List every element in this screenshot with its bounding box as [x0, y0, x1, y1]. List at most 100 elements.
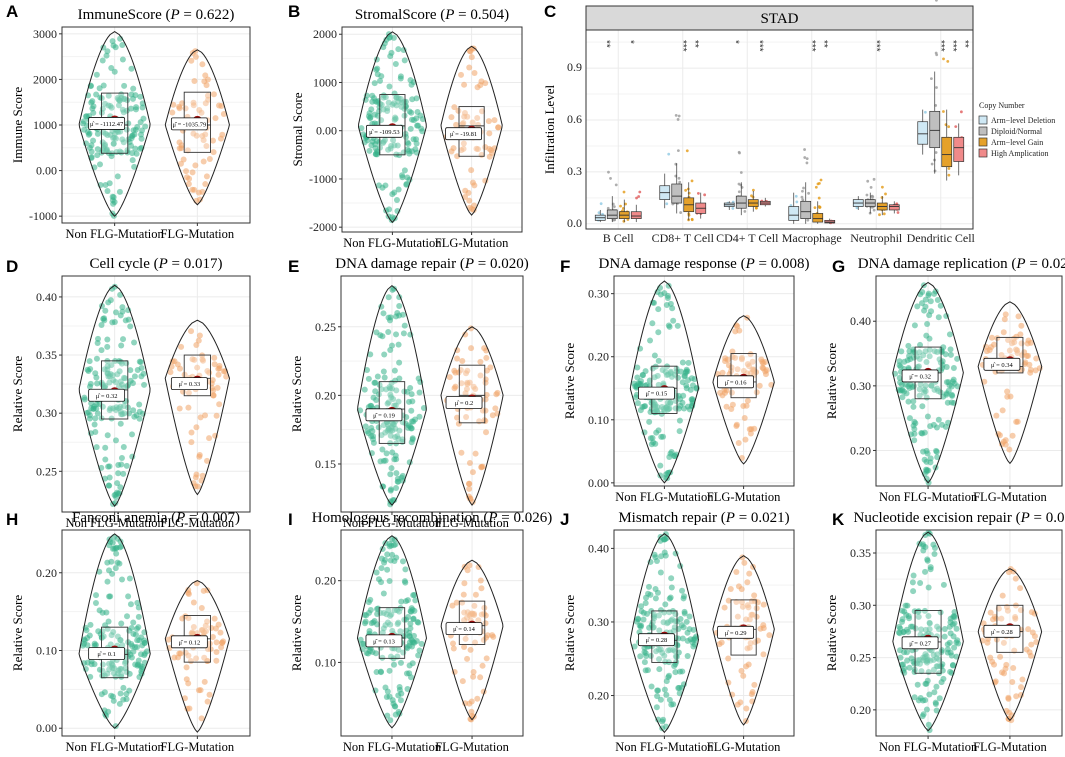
mean-label: μ̂ = -1035.79	[173, 121, 207, 128]
data-point	[655, 306, 662, 313]
data-point	[460, 591, 467, 598]
box	[606, 209, 618, 219]
data-point	[214, 384, 221, 391]
data-point	[179, 100, 186, 107]
data-point	[925, 721, 932, 728]
data-point	[642, 368, 649, 375]
data-point	[382, 457, 389, 464]
data-point	[176, 105, 183, 112]
y-tick-label: 0.20	[588, 350, 609, 364]
data-point	[872, 208, 876, 212]
violin-non-flg	[629, 280, 699, 484]
data-point	[951, 644, 958, 651]
panel-title: Cell cycle (P = 0.017)	[89, 256, 222, 272]
data-point	[475, 564, 482, 571]
data-point	[404, 597, 411, 604]
data-point	[923, 332, 930, 339]
data-point	[370, 436, 377, 443]
data-point	[459, 678, 466, 685]
data-point	[110, 200, 117, 207]
data-point	[926, 727, 933, 734]
panel-B: μ̂ = -109.53 Non FLG-Mutation μ̂ = -19.81 F…	[288, 2, 523, 250]
box	[800, 200, 812, 219]
data-point	[107, 593, 114, 600]
data-point	[113, 550, 120, 557]
data-point	[677, 176, 681, 180]
x-tick-label: FLG-Mutation	[435, 740, 509, 754]
data-point	[384, 566, 391, 573]
data-point	[916, 386, 923, 393]
data-point	[760, 360, 767, 367]
data-point	[470, 673, 477, 680]
data-point	[622, 190, 626, 194]
data-point	[1025, 626, 1032, 633]
data-point	[387, 53, 394, 60]
panel-H: μ̂ = 0.1 Non FLG-Mutation μ̂ = 0.12 FLG-Mut…	[6, 510, 251, 754]
y-tick-label: 0.30	[588, 287, 609, 301]
box	[888, 204, 900, 211]
data-point	[470, 383, 477, 390]
data-point	[206, 691, 213, 698]
data-point	[94, 146, 101, 153]
mean-label: μ̂ = 0.16	[725, 379, 748, 386]
data-point	[614, 183, 618, 187]
data-point	[113, 309, 120, 316]
legend-label: Diploid/Normal	[991, 127, 1043, 136]
data-point	[679, 668, 686, 675]
data-point	[110, 42, 117, 49]
data-point	[747, 430, 754, 437]
mean-label: μ̂ = 0.28	[991, 629, 1013, 636]
mean-label-box	[170, 117, 208, 131]
data-point	[650, 439, 657, 446]
data-point	[378, 565, 385, 572]
data-point	[653, 429, 660, 436]
data-point	[487, 364, 494, 371]
data-point	[379, 184, 386, 191]
data-point	[733, 569, 740, 576]
data-point	[933, 448, 940, 455]
mean-label-box	[638, 386, 675, 400]
data-point	[666, 595, 673, 602]
data-point	[131, 373, 138, 380]
data-point	[384, 421, 391, 428]
data-point	[197, 687, 204, 694]
data-point	[666, 453, 673, 460]
data-point	[914, 681, 921, 688]
data-point	[646, 418, 653, 425]
data-point	[401, 322, 408, 329]
data-point	[652, 595, 659, 602]
data-point	[734, 613, 741, 620]
data-point	[637, 653, 644, 660]
data-point	[377, 668, 384, 675]
data-point	[637, 377, 644, 384]
data-point	[185, 586, 192, 593]
data-point	[470, 669, 477, 676]
data-point	[211, 361, 218, 368]
data-point	[870, 195, 874, 198]
data-point	[93, 444, 100, 451]
data-point	[122, 665, 129, 672]
data-point	[193, 655, 200, 662]
panel-E: μ̂ = 0.19 Non FLG-Mutation μ̂ = 0.2 FLG-Mut…	[288, 256, 529, 530]
data-point	[123, 462, 130, 469]
y-axis-label: Relative Score	[289, 595, 304, 671]
data-point	[116, 188, 123, 195]
data-point	[923, 458, 930, 465]
data-point	[190, 624, 197, 631]
data-point	[206, 640, 213, 647]
x-tick-label: FLG-Mutation	[707, 490, 781, 504]
data-point	[451, 104, 458, 111]
data-point	[377, 77, 384, 84]
data-point	[751, 425, 758, 432]
panel-title: Fanconi anemia (P = 0.007)	[72, 510, 240, 526]
data-point	[219, 131, 226, 138]
data-point	[206, 155, 213, 162]
data-point	[1001, 316, 1008, 323]
y-tick-label: 0.9	[567, 60, 582, 74]
data-point	[368, 424, 375, 431]
y-tick-label: -1000	[29, 209, 57, 223]
data-point	[905, 342, 912, 349]
data-point	[409, 418, 416, 425]
data-point	[655, 612, 662, 619]
data-point	[678, 180, 682, 184]
